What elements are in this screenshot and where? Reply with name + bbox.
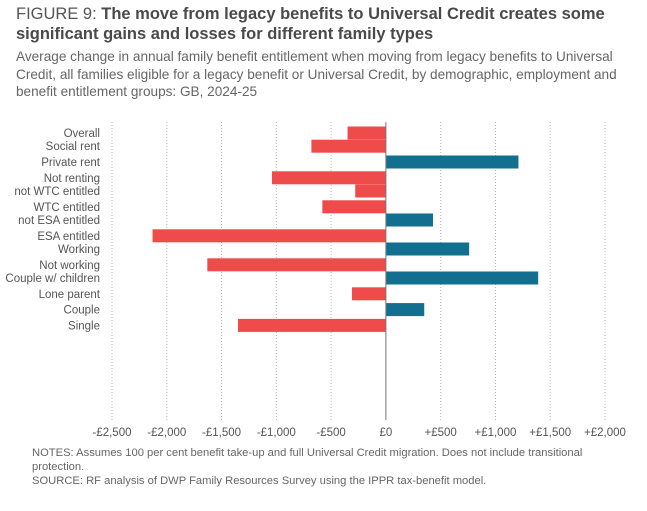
category-label: Overall	[64, 128, 100, 140]
bar	[385, 303, 425, 317]
category-label: ESA entitled	[37, 231, 100, 243]
bar	[322, 200, 386, 214]
notes-text: NOTES: Assumes 100 per cent benefit take…	[32, 447, 583, 473]
bar	[355, 184, 386, 198]
bar	[385, 271, 539, 285]
bar	[152, 229, 386, 243]
bar	[351, 287, 386, 301]
category-label: Couple	[64, 305, 100, 317]
x-tick-labels: -£2,500 -£2,000 -£1,500 -£1,000 -£500 £0 +£500…	[92, 427, 625, 439]
bar	[207, 258, 386, 272]
bar	[311, 139, 386, 153]
bar	[237, 318, 386, 332]
x-tick-label: -£1,500	[202, 427, 241, 439]
chart-subtitle: Average change in annual family benefit …	[16, 49, 617, 99]
category-label: WTC entitled	[34, 202, 100, 214]
chart-footer: NOTES: Assumes 100 per cent benefit take…	[32, 446, 632, 488]
bar	[385, 242, 470, 256]
x-tick-label: -£2,500	[92, 427, 131, 439]
category-label: Social rent	[46, 141, 101, 153]
x-tick-label: -£2,000	[147, 427, 186, 439]
category-label: Private rent	[41, 157, 101, 169]
bar	[271, 171, 386, 185]
x-tick-label: -£1,000	[257, 427, 296, 439]
bar	[347, 126, 386, 140]
category-label: not WTC entitled	[14, 186, 100, 198]
x-tick-label: +£1,500	[529, 427, 571, 439]
x-tick-label: £0	[379, 427, 392, 439]
category-label: not ESA entitled	[18, 215, 100, 227]
bar	[385, 213, 433, 227]
x-tick-label: +£1,000	[474, 427, 516, 439]
x-tick-label: +£2,000	[584, 427, 626, 439]
chart-title-text: The move from legacy benefits to Univers…	[16, 5, 605, 43]
category-label: Single	[68, 320, 100, 332]
x-tick-label: +£500	[425, 427, 457, 439]
category-label: Working	[58, 244, 100, 256]
bar	[385, 155, 519, 169]
x-tick-label: -£500	[316, 427, 345, 439]
category-label: Lone parent	[39, 289, 101, 301]
category-label: Not renting	[44, 173, 100, 185]
source-text: SOURCE: RF analysis of DWP Family Resour…	[32, 475, 487, 487]
chart-title: FIGURE 9: The move from legacy benefits …	[16, 4, 636, 44]
category-label: Couple w/ children	[5, 273, 100, 285]
category-label: Not working	[39, 260, 100, 272]
figure-label: FIGURE 9:	[16, 5, 102, 23]
bars	[152, 126, 539, 332]
